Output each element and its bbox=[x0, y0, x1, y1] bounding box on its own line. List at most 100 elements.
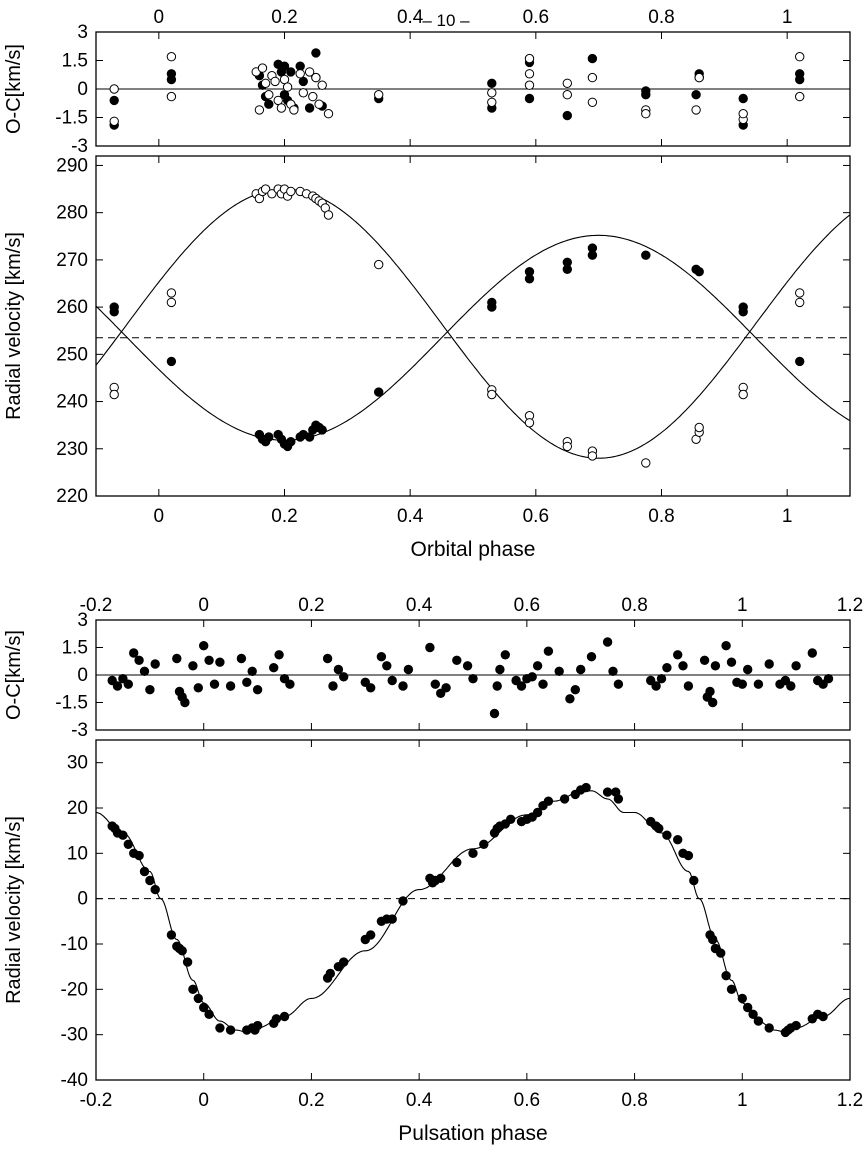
data-point-open bbox=[286, 186, 296, 197]
data-point-filled bbox=[177, 946, 187, 956]
data-point-filled bbox=[581, 782, 591, 793]
data-point-filled bbox=[452, 857, 462, 868]
y-tick-label: 250 bbox=[56, 344, 88, 365]
data-point-filled bbox=[527, 672, 537, 682]
data-point-open bbox=[109, 389, 119, 400]
data-point-filled bbox=[215, 657, 225, 667]
y-tick-label: -3 bbox=[71, 136, 88, 157]
data-point-open bbox=[166, 297, 177, 308]
data-point-filled bbox=[524, 274, 535, 284]
x-tick-label: 0.6 bbox=[523, 506, 549, 527]
data-point-filled bbox=[264, 99, 274, 109]
data-point-filled bbox=[683, 850, 694, 861]
x-tick-label: 0.2 bbox=[298, 1090, 324, 1111]
data-point-filled bbox=[487, 78, 497, 89]
data-point-filled bbox=[279, 61, 290, 71]
data-point-open bbox=[694, 422, 704, 433]
x-tick-label-top: 0.2 bbox=[271, 7, 297, 28]
data-point-filled bbox=[587, 250, 598, 260]
data-point-filled bbox=[139, 666, 150, 676]
data-point-filled bbox=[587, 53, 598, 64]
data-point-filled bbox=[506, 814, 516, 824]
data-point-filled bbox=[199, 1002, 209, 1013]
data-point-filled bbox=[608, 666, 618, 676]
data-point-filled bbox=[134, 850, 144, 861]
x-tick-label: 0.8 bbox=[648, 506, 674, 527]
data-point-filled bbox=[738, 307, 748, 317]
data-point-filled bbox=[780, 675, 791, 686]
y-tick-label: 260 bbox=[56, 297, 88, 318]
y-tick-label: 10 bbox=[67, 843, 88, 864]
data-point-filled bbox=[247, 666, 257, 676]
data-point-filled bbox=[322, 653, 333, 664]
pulsation-rv-panel: -0.2 0 0.2 0.4 0.6 0.8 1 1.2 30 20 10 0 -10 -20 -30 -40… bbox=[3, 739, 863, 1145]
data-point-filled bbox=[708, 934, 718, 945]
data-point-filled bbox=[689, 875, 699, 886]
data-point-filled bbox=[721, 641, 731, 651]
data-point-filled bbox=[333, 664, 344, 675]
x-tick-label: 0 bbox=[198, 1090, 209, 1111]
x-tick-label-top: 1.2 bbox=[837, 595, 863, 616]
data-point-filled bbox=[430, 679, 440, 689]
data-point-open bbox=[260, 78, 271, 89]
data-point-filled bbox=[403, 664, 414, 675]
data-point-open bbox=[487, 389, 497, 400]
data-point-filled bbox=[524, 93, 535, 104]
pulsation-oc-panel: -0.2 0 0.2 0.4 0.6 0.8 1 1.2 3 1.5 0 -1.5 -3 O-C[km/s… bbox=[3, 595, 863, 741]
data-point-filled bbox=[694, 267, 704, 277]
y-tick-label: -40 bbox=[61, 1070, 88, 1091]
data-point-open bbox=[374, 90, 384, 100]
data-point-filled bbox=[721, 971, 731, 981]
data-point-filled bbox=[708, 697, 718, 708]
data-point-filled bbox=[699, 655, 710, 665]
plot-area bbox=[96, 48, 850, 130]
data-point-open bbox=[166, 288, 177, 298]
data-point-filled bbox=[543, 646, 554, 656]
x-axis-label: Pulsation phase bbox=[398, 1122, 547, 1145]
data-point-filled bbox=[753, 679, 764, 689]
data-point-filled bbox=[654, 823, 664, 834]
data-point-filled bbox=[118, 830, 128, 840]
data-point-open bbox=[260, 184, 271, 194]
data-point-filled bbox=[129, 648, 139, 658]
data-point-open bbox=[691, 105, 701, 115]
data-point-filled bbox=[726, 657, 737, 667]
y-tick-label: -1.5 bbox=[55, 693, 88, 714]
data-point-filled bbox=[602, 637, 613, 647]
data-point-filled bbox=[145, 685, 155, 695]
data-point-filled bbox=[441, 683, 451, 693]
data-point-filled bbox=[538, 679, 548, 689]
data-point-filled bbox=[662, 830, 672, 840]
data-point-filled bbox=[382, 661, 392, 671]
y-tick-label: 3 bbox=[77, 610, 88, 631]
data-point-open bbox=[109, 84, 119, 94]
data-point-filled bbox=[252, 685, 263, 695]
model-curve bbox=[96, 188, 850, 459]
data-point-filled bbox=[398, 896, 408, 906]
data-point-filled bbox=[236, 653, 247, 664]
data-point-filled bbox=[193, 993, 204, 1004]
data-point-open bbox=[524, 418, 535, 428]
data-point-filled bbox=[673, 650, 683, 660]
y-tick-label: 240 bbox=[56, 392, 88, 413]
data-point-filled bbox=[376, 652, 387, 662]
data-point-filled bbox=[285, 679, 295, 689]
x-tick-label: 0.4 bbox=[406, 1090, 433, 1111]
page-header: – 10 – bbox=[422, 11, 470, 30]
data-point-filled bbox=[166, 69, 177, 79]
data-point-filled bbox=[743, 1002, 753, 1013]
data-point-filled bbox=[662, 663, 672, 673]
data-point-filled bbox=[109, 307, 119, 317]
data-point-filled bbox=[462, 661, 473, 671]
data-point-filled bbox=[726, 984, 737, 994]
data-point-open bbox=[795, 52, 805, 62]
y-tick-label: 20 bbox=[67, 798, 88, 819]
data-point-open bbox=[524, 80, 535, 90]
x-tick-label-top: 0.8 bbox=[648, 7, 674, 28]
data-point-open bbox=[254, 105, 265, 115]
data-point-open bbox=[314, 99, 324, 109]
data-point-filled bbox=[554, 666, 564, 676]
x-tick-label: 1 bbox=[737, 1090, 748, 1111]
data-point-filled bbox=[279, 674, 290, 684]
data-point-filled bbox=[339, 672, 349, 682]
